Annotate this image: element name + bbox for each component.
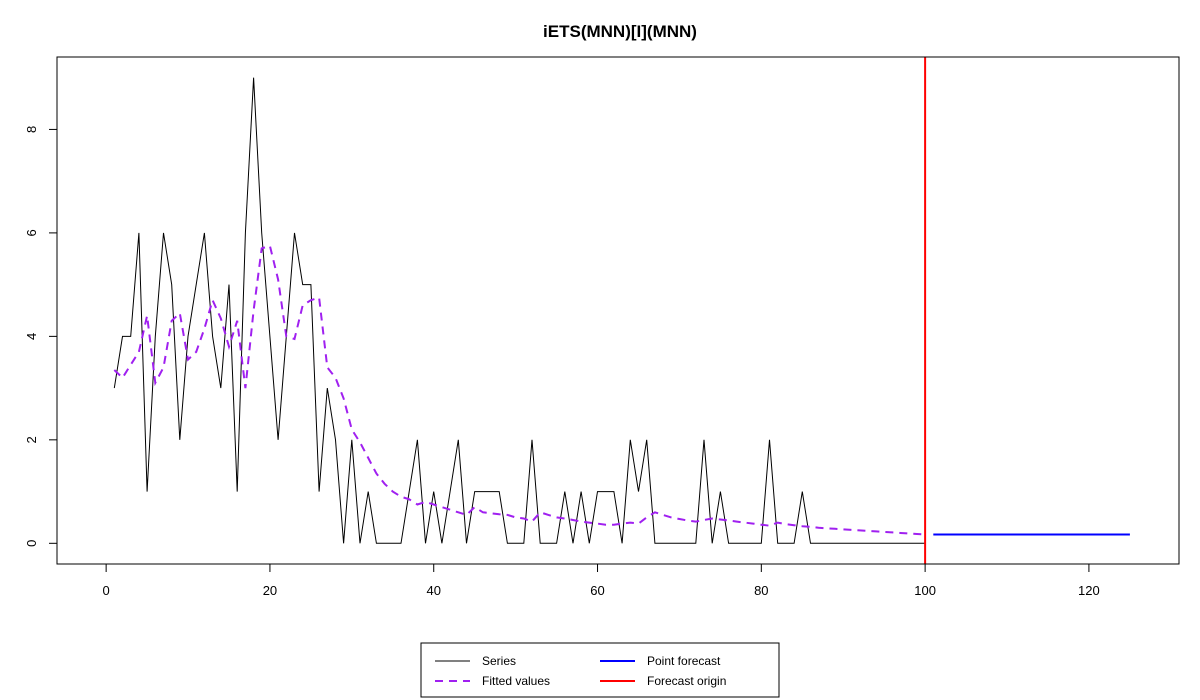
x-tick-label: 20 [263,583,277,598]
y-tick-label: 4 [24,333,39,340]
x-tick-label: 120 [1078,583,1100,598]
legend: Series Fitted values Point forecast Fore… [420,642,780,698]
chart-title: iETS(MNN)[I](MNN) [543,22,697,41]
legend-label-forecast-origin: Forecast origin [647,674,726,688]
x-tick-label: 0 [103,583,110,598]
x-axis: 0 20 40 60 80 100 120 [103,563,1100,598]
plot-frame [56,56,1180,565]
x-tick-label: 60 [590,583,604,598]
y-axis: 0 2 4 6 8 [24,126,58,547]
legend-box [420,642,780,698]
y-tick-label: 0 [24,540,39,547]
y-tick-label: 6 [24,229,39,236]
series-line-fitted-values [113,244,926,536]
plot-area [113,57,1130,564]
y-tick-label: 8 [24,126,39,133]
legend-label-series: Series [482,654,516,668]
x-tick-label: 40 [426,583,440,598]
x-tick-label: 80 [754,583,768,598]
legend-label-fitted: Fitted values [482,674,550,688]
series-line-series [113,77,926,544]
y-tick-label: 2 [24,436,39,443]
x-tick-label: 100 [914,583,936,598]
legend-label-point-forecast: Point forecast [647,654,721,668]
